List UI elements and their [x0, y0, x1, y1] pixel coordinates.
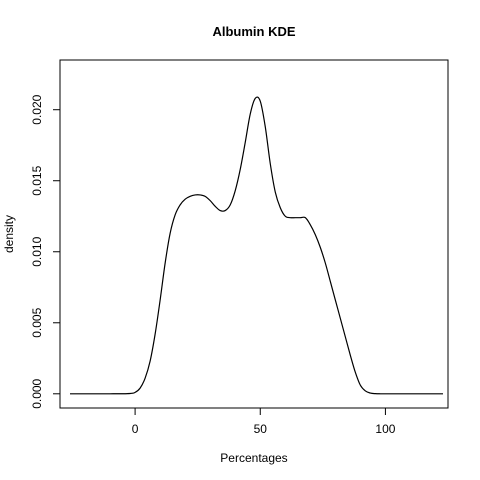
- x-axis: 0 50 100: [132, 408, 396, 436]
- y-tick-label: 0.010: [30, 236, 44, 266]
- y-tick-label: 0.015: [30, 165, 44, 195]
- plot-frame: [59, 59, 449, 409]
- kde-curve: [70, 96, 443, 395]
- x-axis-label: Percentages: [220, 451, 287, 465]
- y-tick-label: 0.000: [30, 378, 44, 408]
- y-tick-label: 0.005: [30, 307, 44, 337]
- chart-title: Albumin KDE: [212, 24, 295, 39]
- x-tick-label: 100: [375, 422, 395, 436]
- y-axis-label: density: [2, 215, 16, 253]
- y-tick-label: 0.020: [30, 94, 44, 124]
- y-axis: 0.000 0.005 0.010 0.015 0.020: [30, 94, 60, 409]
- x-tick-label: 50: [254, 422, 268, 436]
- x-tick-label: 0: [132, 422, 139, 436]
